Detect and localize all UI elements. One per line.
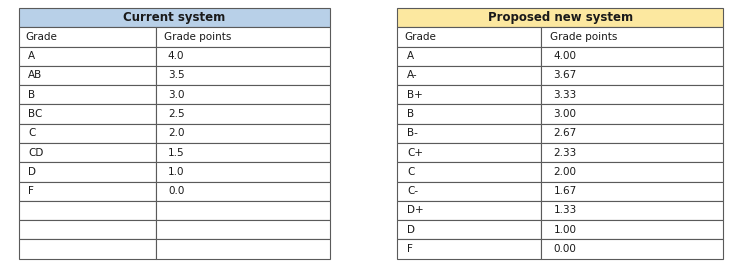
- Text: 2.33: 2.33: [554, 148, 577, 158]
- Text: B: B: [407, 109, 414, 119]
- Text: B+: B+: [407, 90, 423, 100]
- Text: F: F: [28, 186, 34, 196]
- Text: B: B: [28, 90, 36, 100]
- Text: 0.0: 0.0: [168, 186, 184, 196]
- Text: 4.00: 4.00: [554, 51, 577, 61]
- Text: 1.33: 1.33: [554, 205, 577, 215]
- Text: Grade: Grade: [25, 32, 57, 42]
- Text: 4.0: 4.0: [168, 51, 185, 61]
- Text: 1.00: 1.00: [554, 225, 577, 235]
- Text: CD: CD: [28, 148, 44, 158]
- Text: A: A: [28, 51, 36, 61]
- Text: 1.67: 1.67: [554, 186, 577, 196]
- Text: B-: B-: [407, 128, 418, 138]
- Text: A: A: [407, 51, 414, 61]
- Text: 3.67: 3.67: [554, 70, 577, 81]
- Text: 2.5: 2.5: [168, 109, 185, 119]
- Text: C: C: [28, 128, 36, 138]
- Text: D: D: [28, 167, 36, 177]
- Text: 2.0: 2.0: [168, 128, 185, 138]
- Text: A-: A-: [407, 70, 418, 81]
- Text: 3.00: 3.00: [554, 109, 577, 119]
- Text: Grade points: Grade points: [165, 32, 232, 42]
- Text: 3.0: 3.0: [168, 90, 185, 100]
- Text: AB: AB: [28, 70, 42, 81]
- Text: 2.67: 2.67: [554, 128, 577, 138]
- Text: 2.00: 2.00: [554, 167, 577, 177]
- Text: 1.5: 1.5: [168, 148, 185, 158]
- Text: C+: C+: [407, 148, 423, 158]
- Text: D: D: [407, 225, 415, 235]
- Text: C-: C-: [407, 186, 418, 196]
- Text: C: C: [407, 167, 414, 177]
- Text: Grade: Grade: [404, 32, 436, 42]
- Text: F: F: [407, 244, 413, 254]
- Text: BC: BC: [28, 109, 42, 119]
- Text: D+: D+: [407, 205, 424, 215]
- Text: Current system: Current system: [123, 11, 226, 24]
- Text: 3.5: 3.5: [168, 70, 185, 81]
- Text: Proposed new system: Proposed new system: [487, 11, 633, 24]
- Text: Grade points: Grade points: [550, 32, 617, 42]
- Text: 3.33: 3.33: [554, 90, 577, 100]
- Text: 0.00: 0.00: [554, 244, 577, 254]
- Text: 1.0: 1.0: [168, 167, 185, 177]
